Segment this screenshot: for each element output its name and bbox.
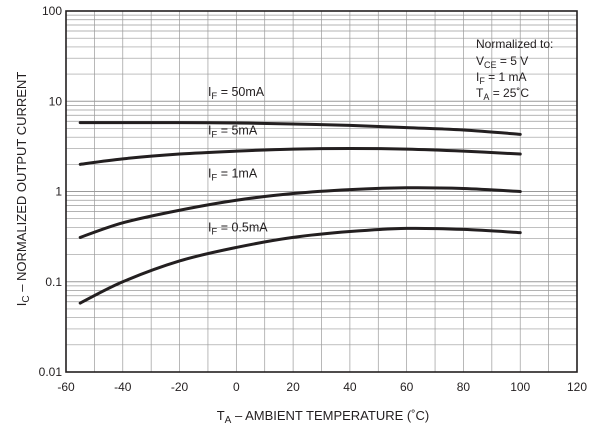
series-curve-1: [78, 121, 522, 136]
series-label-3: IF = 1mA: [208, 166, 258, 183]
note-line-vce: VCE = 5 V: [476, 54, 528, 70]
grid-lines: [66, 11, 577, 372]
series-curve-4: [78, 226, 522, 305]
x-axis-label: TA – AMBIENT TEMPERATURE (˚C): [217, 408, 430, 426]
y-tick-label: 100: [42, 4, 62, 18]
series-label-2: IF = 5mA: [208, 123, 258, 140]
y-tick-label: 10: [49, 94, 63, 108]
x-tick-label: 120: [567, 380, 587, 394]
series-label-4: IF = 0.5mA: [208, 221, 268, 238]
series-curves: [78, 121, 522, 305]
y-tick-label: 0.01: [39, 365, 63, 379]
series-labels: IF = 50mA IF = 5mA IF = 1mA IF = 0.5mA: [208, 85, 268, 238]
series-label-1: IF = 50mA: [208, 85, 265, 102]
note-line-if: IF = 1 mA: [476, 70, 527, 86]
x-tick-label: 100: [510, 380, 530, 394]
note-title: Normalized to:: [476, 37, 553, 51]
y-tick-label: 0.1: [45, 275, 62, 289]
y-axis-label: IC – NORMALIZED OUTPUT CURRENT: [14, 72, 32, 307]
y-tick-labels: 0.01 0.1 1 10 100: [39, 4, 63, 379]
x-tick-label: 20: [286, 380, 300, 394]
x-tick-label: 0: [233, 380, 240, 394]
x-tick-label: 40: [343, 380, 357, 394]
series-curve-2: [78, 146, 522, 166]
y-tick-label: 1: [55, 185, 62, 199]
x-tick-label: 80: [457, 380, 471, 394]
note-line-ta: TA = 25˚C: [476, 86, 529, 102]
x-tick-label: 60: [400, 380, 414, 394]
x-tick-labels: -60 -40 -20 0 20 40 60 80 100 120: [57, 380, 587, 394]
normalization-note: Normalized to: VCE = 5 V IF = 1 mA TA = …: [476, 37, 553, 102]
series-curve-3: [78, 186, 522, 239]
x-tick-label: -40: [114, 380, 132, 394]
x-tick-label: -20: [171, 380, 189, 394]
x-tick-label: -60: [57, 380, 75, 394]
plot-frame: [65, 10, 578, 373]
